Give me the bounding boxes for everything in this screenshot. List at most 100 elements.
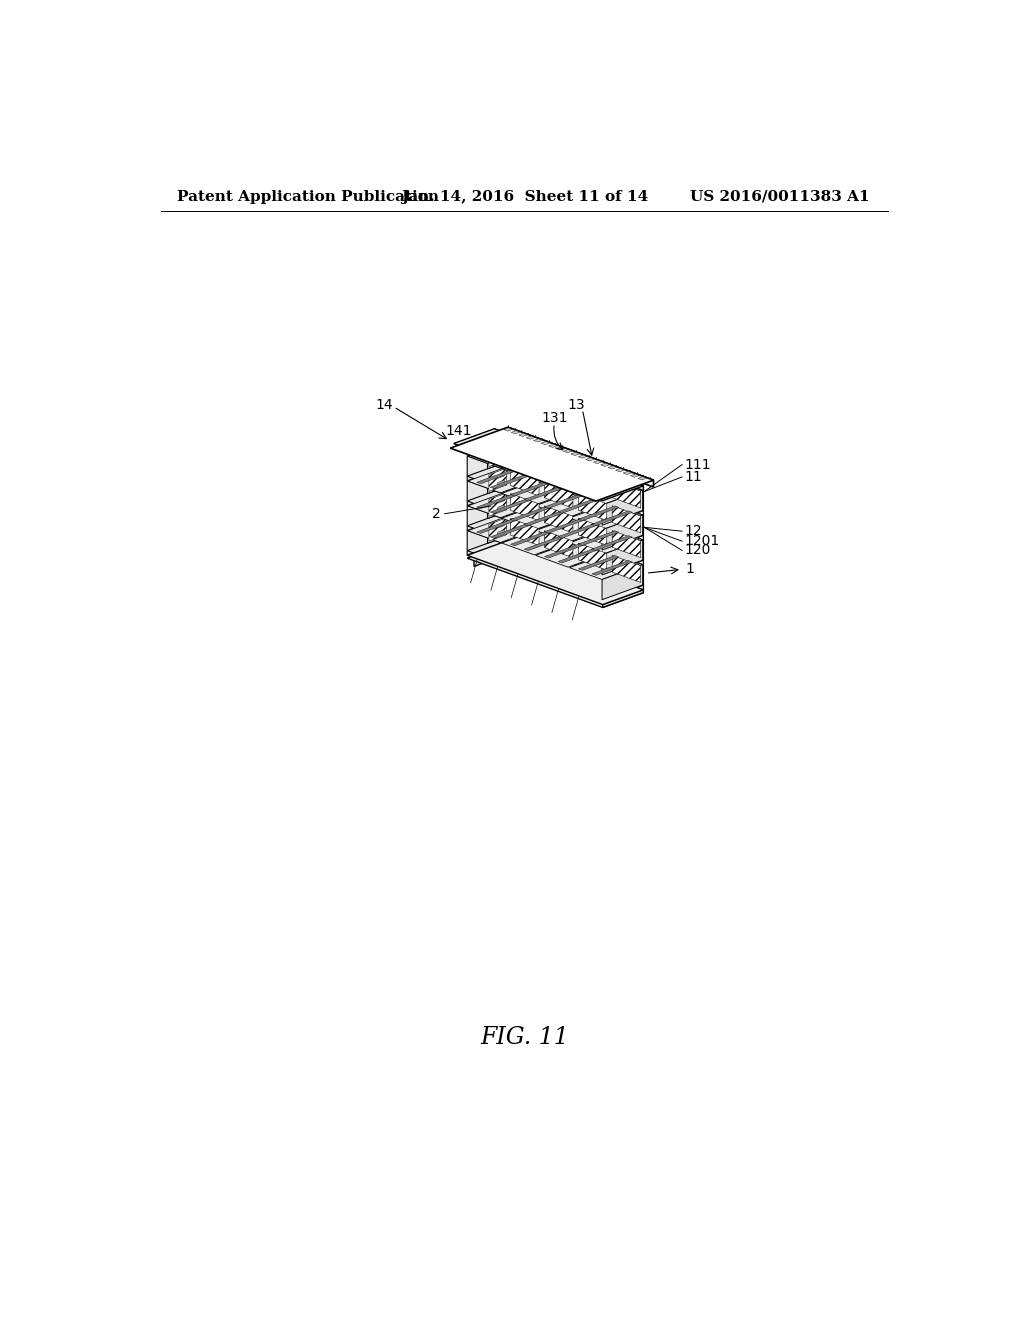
Polygon shape [564,533,570,537]
Polygon shape [534,438,543,442]
Polygon shape [577,491,609,523]
Polygon shape [509,466,541,499]
Polygon shape [630,582,636,586]
Polygon shape [486,446,495,457]
Polygon shape [569,528,643,554]
Polygon shape [498,529,505,535]
Polygon shape [506,438,515,441]
Polygon shape [564,558,570,562]
Polygon shape [572,541,583,545]
Polygon shape [575,537,582,541]
Polygon shape [487,516,508,544]
Polygon shape [608,574,614,578]
Polygon shape [602,515,643,550]
Polygon shape [536,516,609,543]
Polygon shape [563,513,572,517]
Polygon shape [555,455,564,459]
Polygon shape [479,520,495,525]
Polygon shape [515,471,525,475]
Polygon shape [618,578,625,582]
Polygon shape [554,554,560,558]
Polygon shape [521,543,527,546]
Text: US 2016/0011383 A1: US 2016/0011383 A1 [690,190,869,203]
Polygon shape [572,492,583,495]
Polygon shape [451,428,653,502]
Polygon shape [509,441,541,474]
Polygon shape [563,459,572,462]
Polygon shape [612,506,641,533]
Polygon shape [586,491,592,495]
Text: 131: 131 [541,411,567,425]
Polygon shape [535,528,545,532]
Polygon shape [524,499,535,503]
Polygon shape [579,519,607,545]
Polygon shape [579,480,618,496]
Polygon shape [611,477,621,480]
Polygon shape [586,541,592,545]
Text: 1: 1 [686,562,694,577]
Polygon shape [506,444,516,446]
Polygon shape [486,470,495,479]
Polygon shape [610,531,621,535]
Polygon shape [558,523,599,539]
Polygon shape [545,457,572,483]
Polygon shape [521,517,527,521]
Polygon shape [535,478,545,482]
Polygon shape [536,541,609,568]
Polygon shape [488,469,507,491]
Polygon shape [467,536,643,601]
Polygon shape [506,467,516,471]
Polygon shape [524,450,535,454]
Polygon shape [524,486,565,502]
Polygon shape [539,450,548,453]
Polygon shape [486,496,495,506]
Polygon shape [467,516,643,579]
Polygon shape [524,536,565,550]
Polygon shape [545,544,585,558]
Polygon shape [575,562,582,566]
Polygon shape [511,531,551,545]
Polygon shape [612,531,641,557]
Polygon shape [502,503,574,531]
Polygon shape [508,536,643,590]
Polygon shape [569,478,643,506]
Polygon shape [592,561,633,576]
Polygon shape [554,529,560,533]
Polygon shape [474,436,515,566]
Text: FIG. 11: FIG. 11 [480,1026,569,1049]
Polygon shape [610,480,621,484]
Polygon shape [618,528,625,532]
Polygon shape [543,525,549,529]
Polygon shape [511,457,551,471]
Polygon shape [553,535,563,539]
Polygon shape [554,479,560,483]
Polygon shape [554,504,560,508]
Polygon shape [468,466,541,492]
Polygon shape [543,454,574,486]
Polygon shape [602,565,643,599]
Polygon shape [521,467,527,471]
Polygon shape [620,510,630,513]
Polygon shape [610,506,621,510]
Polygon shape [572,516,583,520]
Polygon shape [504,428,513,432]
Polygon shape [558,499,599,513]
Polygon shape [467,544,643,607]
Polygon shape [467,462,643,525]
Polygon shape [511,494,539,520]
Polygon shape [630,507,636,511]
Polygon shape [490,499,530,513]
Polygon shape [612,556,641,582]
Polygon shape [553,461,563,463]
Polygon shape [597,545,603,549]
Polygon shape [487,441,508,469]
Polygon shape [479,496,495,502]
Polygon shape [544,507,554,510]
Polygon shape [577,466,609,498]
Polygon shape [508,437,643,491]
Polygon shape [467,511,643,576]
Polygon shape [498,449,505,454]
Polygon shape [543,503,574,536]
Polygon shape [608,549,614,553]
Polygon shape [620,558,630,562]
